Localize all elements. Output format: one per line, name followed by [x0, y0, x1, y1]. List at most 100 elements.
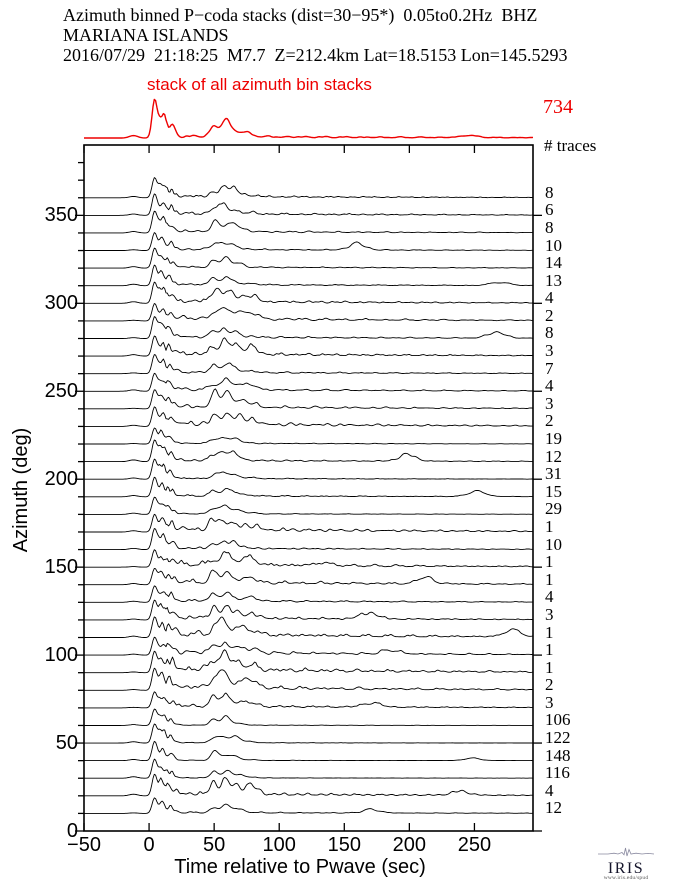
- trace-count: 116: [545, 763, 570, 783]
- x-tick-label: 0: [143, 834, 155, 856]
- trace-count: 12: [545, 446, 562, 466]
- trace-count: 31: [545, 464, 562, 484]
- trace-count: 15: [545, 481, 562, 501]
- waveform-trace: [84, 281, 533, 304]
- waveform-trace: [84, 439, 533, 463]
- x-tick-label: −50: [67, 834, 101, 856]
- waveform-trace: [84, 232, 533, 251]
- x-tick-label: 150: [327, 834, 361, 856]
- x-tick-label: 200: [392, 834, 427, 856]
- trace-count: 8: [545, 217, 554, 237]
- waveform-trace: [84, 427, 533, 445]
- trace-count: 1: [545, 516, 554, 536]
- waveform-trace: [84, 513, 533, 533]
- waveform-trace: [84, 496, 533, 515]
- title-block: Azimuth binned P−coda stacks (dist=30−95…: [63, 5, 567, 65]
- waveform-trace: [84, 708, 533, 726]
- waveform-trace: [84, 406, 533, 427]
- waveform-trace: [84, 723, 533, 744]
- overview-total-count: 734: [543, 96, 573, 118]
- y-tick-label: 100: [44, 644, 78, 667]
- waveform-trace: [84, 797, 533, 814]
- trace-count: 6: [545, 200, 554, 220]
- waveform-trace: [84, 616, 533, 638]
- y-tick-label: 0: [66, 820, 78, 842]
- iris-logo-text: IRIS: [607, 860, 645, 877]
- waveform-trace: [84, 458, 533, 480]
- y-tick-label: 300: [44, 292, 78, 315]
- title-line-1: Azimuth binned P−coda stacks (dist=30−95…: [63, 5, 538, 25]
- waveform-trace: [84, 210, 533, 234]
- trace-count: 4: [545, 780, 554, 800]
- trace-count: 12: [545, 798, 562, 818]
- waveform-trace: [84, 303, 533, 322]
- x-axis-title: Time relative to Pwave (sec): [174, 856, 426, 878]
- waveform-trace: [84, 177, 533, 199]
- x-tick-label: 250: [457, 834, 492, 856]
- trace-count: 4: [545, 376, 554, 396]
- plot-frame: [83, 144, 534, 832]
- title-line-3: 2016/07/29 21:18:25 M7.7 Z=212.4km Lat=1…: [63, 45, 568, 65]
- trace-count: 3: [545, 341, 554, 361]
- waveform-trace: [84, 691, 533, 709]
- waveform-trace: [84, 247, 533, 269]
- overview-stack-trace: [84, 98, 534, 139]
- waveform-trace: [84, 372, 533, 392]
- waveform-trace: [84, 549, 533, 568]
- y-tick-label: 200: [44, 468, 78, 491]
- waveform-trace: [84, 585, 533, 603]
- trace-count: 2: [545, 411, 554, 431]
- trace-count: 1: [545, 622, 554, 642]
- trace-count: 7: [545, 358, 554, 378]
- x-tick-label: 50: [203, 834, 226, 856]
- trace-count: 8: [545, 182, 554, 202]
- waveform-trace: [84, 335, 533, 357]
- y-tick-label: 50: [55, 732, 78, 755]
- trace-count: 4: [545, 288, 554, 308]
- trace-count: 29: [545, 499, 562, 519]
- trace-count: 3: [545, 604, 554, 624]
- trace-count: 13: [545, 270, 562, 290]
- waveform-trace: [84, 773, 533, 797]
- trace-count-heading: # traces: [544, 136, 597, 155]
- iris-logo-squiggle: [598, 847, 655, 857]
- iris-logo: IRIS www.iris.edu/spud: [597, 844, 655, 882]
- waveform-trace: [84, 740, 533, 762]
- trace-count: 10: [545, 534, 562, 554]
- waveform-trace: [84, 264, 533, 287]
- iris-logo-url: www.iris.edu/spud: [603, 875, 649, 881]
- trace-count: 2: [545, 305, 554, 325]
- waveform-trace: [84, 636, 533, 656]
- trace-count: 4: [545, 587, 554, 607]
- waveform-trace: [84, 354, 533, 375]
- y-tick-label: 150: [44, 556, 78, 579]
- trace-count: 3: [545, 393, 554, 413]
- waveform-trace: [84, 758, 533, 779]
- y-tick-label: 350: [44, 204, 78, 227]
- trace-count: 1: [545, 640, 554, 660]
- waveform-trace: [84, 667, 533, 691]
- trace-count: 14: [545, 253, 562, 273]
- waveform-trace: [84, 528, 533, 551]
- overview-stack-label: stack of all azimuth bin stacks: [147, 75, 372, 94]
- trace-count: 1: [545, 569, 554, 589]
- trace-count: 3: [545, 692, 554, 712]
- x-tick-label: 100: [262, 834, 296, 856]
- trace-count: 8: [545, 323, 554, 343]
- waveform-trace: [84, 476, 533, 498]
- trace-count: 10: [545, 235, 562, 255]
- waveform-trace: [84, 193, 533, 216]
- waveform-trace: [84, 599, 533, 621]
- trace-count: 1: [545, 657, 554, 677]
- trace-count: 1: [545, 552, 554, 572]
- waveform-trace: [84, 567, 533, 586]
- trace-count: 2: [545, 675, 554, 695]
- y-tick-label: 250: [44, 380, 78, 403]
- waveform-trace: [84, 388, 533, 410]
- trace-count: 122: [545, 728, 571, 748]
- waveform-trace: [84, 316, 533, 339]
- title-line-2: MARIANA ISLANDS: [63, 25, 229, 45]
- waveform-trace: [84, 649, 533, 674]
